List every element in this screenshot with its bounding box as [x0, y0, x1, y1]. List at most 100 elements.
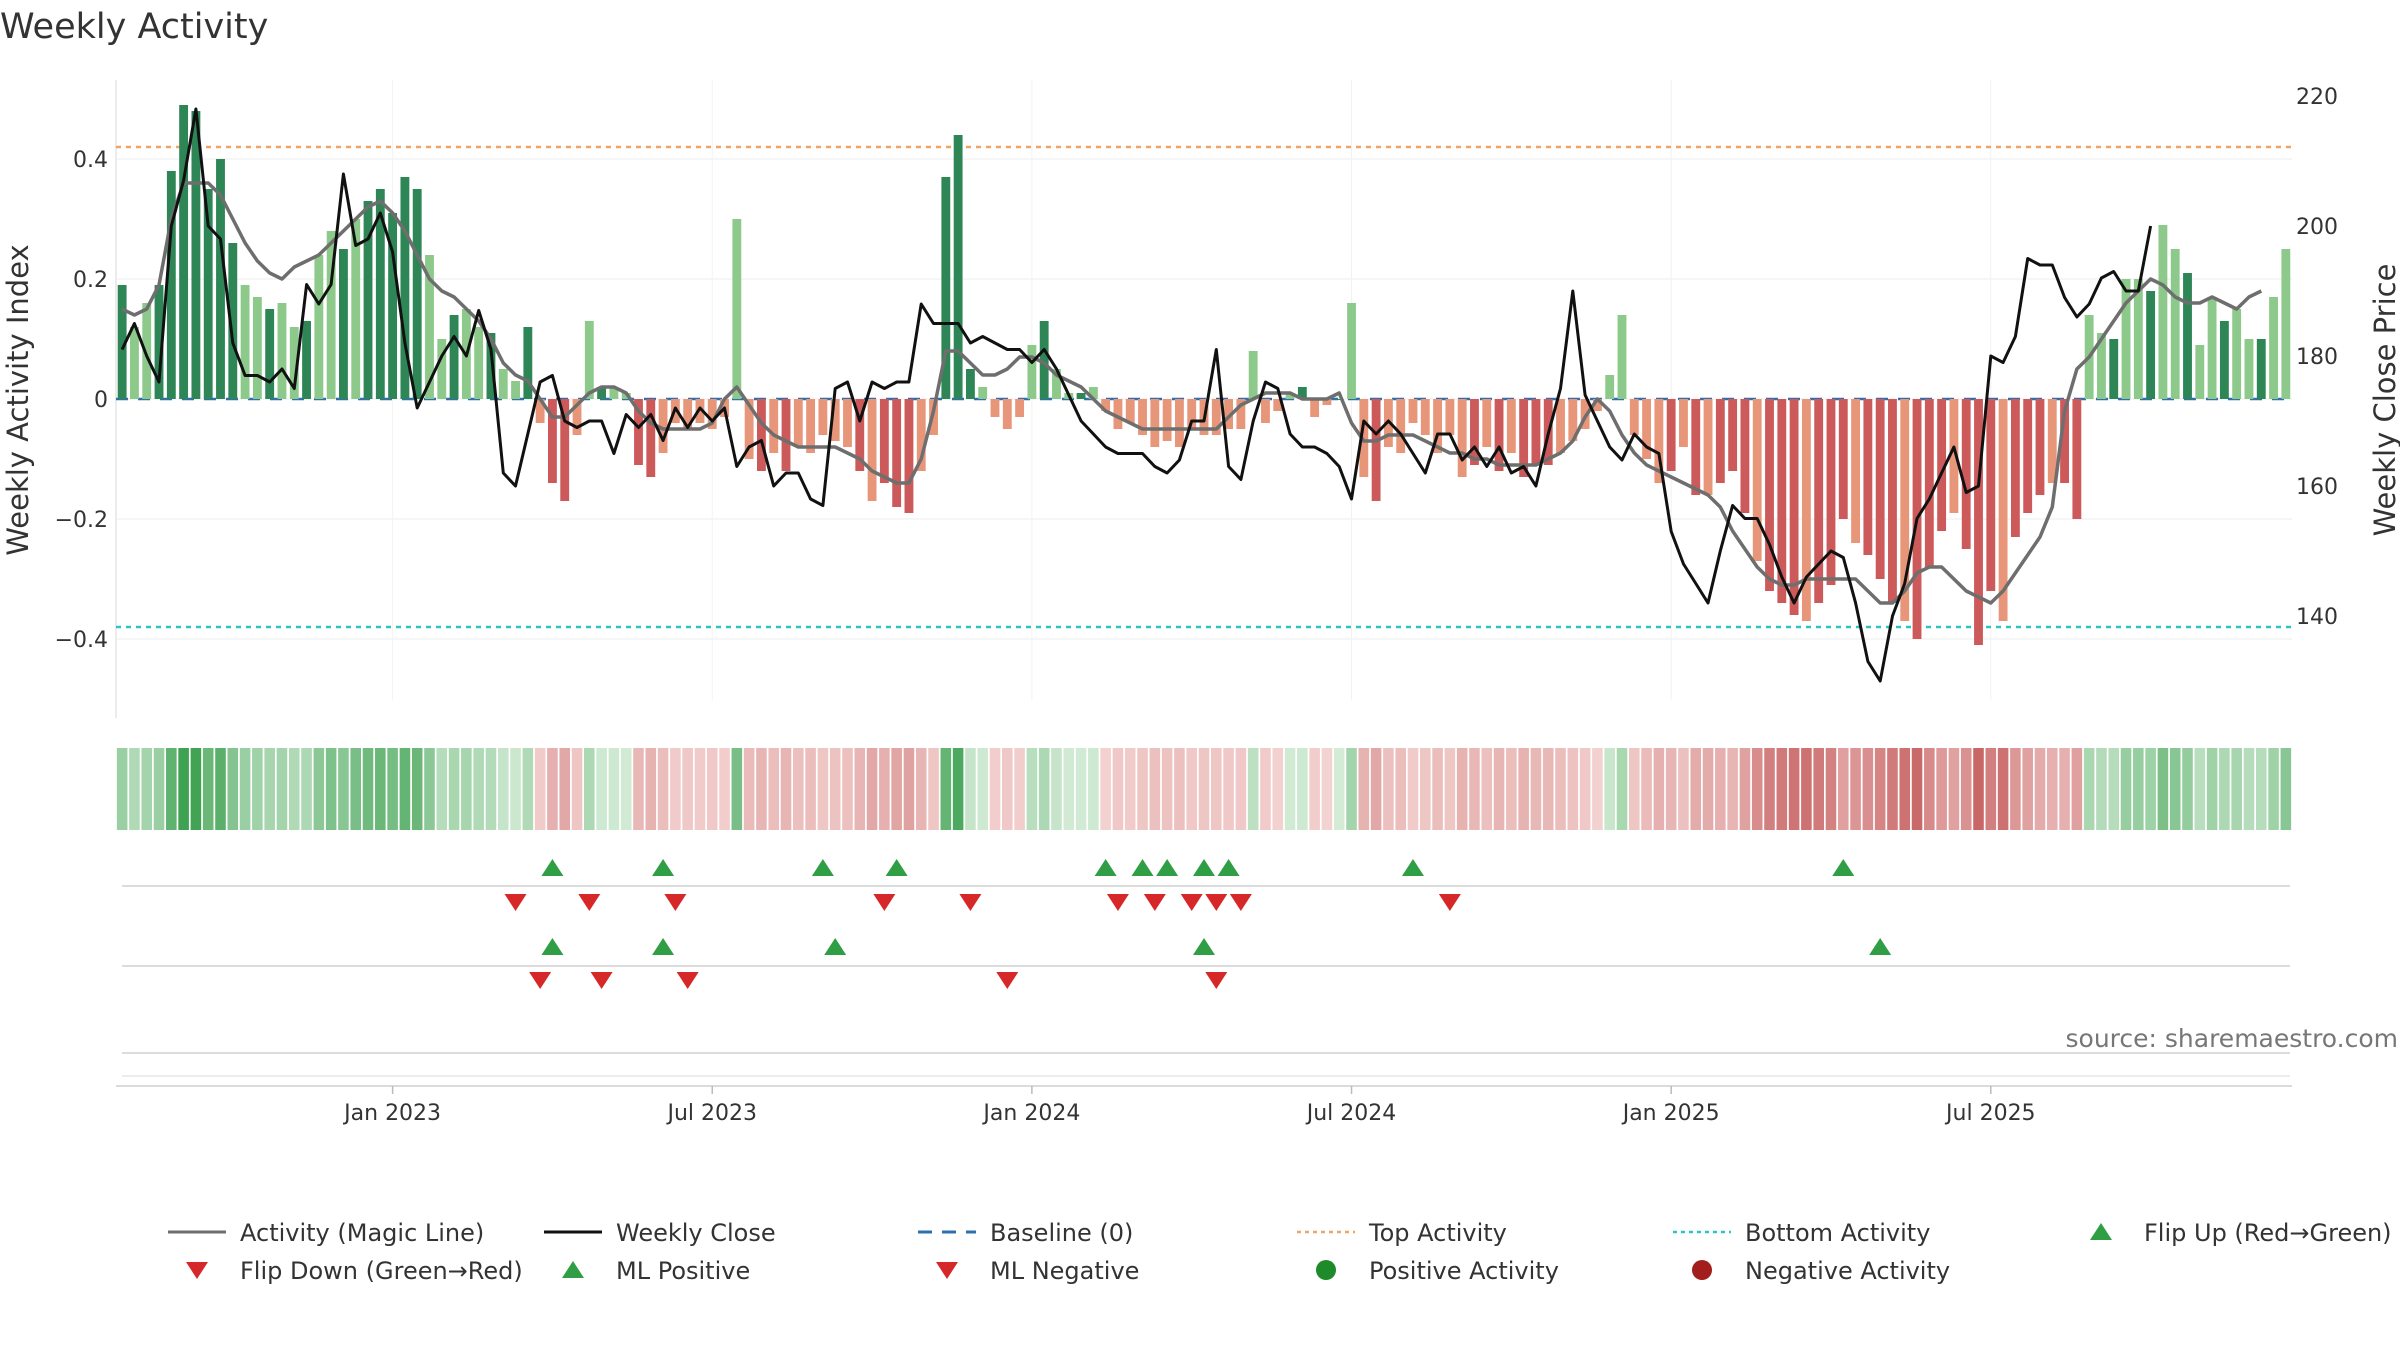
ml-negative-marker	[996, 972, 1019, 989]
legend-label: Flip Down (Green→Red)	[240, 1257, 523, 1285]
activity-bar	[769, 399, 779, 453]
heat-cell	[1862, 748, 1874, 830]
activity-bar	[1261, 399, 1270, 423]
heat-cell	[1333, 748, 1345, 830]
heat-cell	[571, 748, 583, 830]
activity-bar	[154, 285, 164, 399]
heat-cell	[1579, 748, 1591, 830]
activity-bar	[228, 243, 238, 399]
heat-cell	[965, 748, 976, 830]
heat-cell	[436, 748, 448, 830]
activity-bar	[707, 399, 717, 429]
activity-bar	[339, 249, 348, 399]
activity-bar	[2244, 339, 2254, 399]
activity-bar	[1187, 399, 1197, 429]
heat-cell	[190, 748, 202, 830]
activity-bar	[2232, 309, 2242, 399]
activity-bar	[2170, 249, 2180, 399]
activity-bar	[1666, 399, 1676, 471]
heat-cell	[2046, 748, 2058, 830]
heat-cell	[215, 748, 226, 830]
x-tick-label: Jan 2025	[1621, 1101, 1720, 1126]
heat-cell	[1481, 748, 1493, 830]
heat-cell	[1002, 748, 1013, 830]
heat-cell	[1124, 748, 1136, 830]
activity-bar	[879, 399, 889, 483]
heat-cell	[264, 748, 275, 830]
heat-cell	[1751, 748, 1763, 830]
ml-negative-marker	[676, 972, 699, 989]
activity-bar	[1777, 399, 1787, 603]
ml-positive-marker	[541, 938, 564, 955]
heat-cell	[497, 748, 509, 830]
flip-up-marker	[652, 859, 675, 876]
heat-cell	[301, 748, 312, 830]
heat-cell	[2022, 748, 2033, 830]
flip-up-marker	[1217, 859, 1240, 876]
activity-bar	[1162, 399, 1172, 441]
activity-bar	[867, 399, 877, 501]
legend-swatch-negative-dot	[1692, 1260, 1712, 1280]
heat-cell	[1174, 748, 1185, 830]
activity-bar	[1814, 399, 1824, 603]
heat-cell	[1678, 748, 1689, 830]
heat-cell	[1407, 748, 1419, 830]
activity-bar	[1113, 399, 1123, 429]
heat-cell	[915, 748, 927, 830]
activity-bar	[1875, 399, 1885, 579]
activity-bar	[1347, 303, 1356, 399]
activity-bar	[2146, 291, 2156, 399]
activity-bar	[142, 303, 152, 399]
heat-cell	[1383, 748, 1394, 830]
heat-cell	[141, 748, 153, 830]
flip-down-marker	[1205, 894, 1228, 911]
heat-cell	[202, 748, 214, 830]
activity-bar	[830, 399, 840, 441]
heat-cell	[485, 748, 497, 830]
activity-bar	[1088, 387, 1098, 399]
activity-bar	[1482, 399, 1492, 447]
heat-cell	[1432, 748, 1443, 830]
activity-bar	[1961, 399, 1971, 549]
activity-bar	[1248, 351, 1258, 399]
heat-cell	[1899, 748, 1911, 830]
heat-cell	[1641, 748, 1652, 830]
heat-cell	[805, 748, 816, 830]
legend-label: Bottom Activity	[1745, 1219, 1930, 1247]
heat-cell	[1284, 748, 1296, 830]
heat-cell	[559, 748, 571, 830]
activity-bar	[1654, 399, 1664, 483]
legend-swatch-up-triangle	[2090, 1223, 2112, 1240]
activity-bar	[2023, 399, 2033, 513]
heat-cell	[2010, 748, 2021, 830]
heat-cell	[1321, 748, 1333, 830]
x-tick-label: Jul 2025	[1944, 1101, 2036, 1126]
heat-cell	[1420, 748, 1431, 830]
heat-cell	[1346, 748, 1357, 830]
activity-bar	[744, 399, 754, 459]
flip-up-marker	[811, 859, 834, 876]
flip-down-marker	[664, 894, 687, 911]
heat-cell	[1247, 748, 1259, 830]
flip-down-marker	[873, 894, 896, 911]
activity-bar	[1101, 399, 1111, 411]
activity-bar	[2183, 273, 2192, 399]
activity-bar	[252, 297, 262, 399]
x-axis: Jan 2023 Jul 2023 Jan 2024 Jul 2024 Jan 2025…	[342, 1086, 2036, 1126]
heat-cell	[1764, 748, 1775, 830]
legend-label: Top Activity	[1368, 1219, 1507, 1247]
activity-bar	[1420, 399, 1430, 435]
heat-cell	[584, 748, 595, 830]
activity-bar	[548, 399, 557, 483]
flip-up-marker	[1094, 859, 1117, 876]
heat-cell	[694, 748, 706, 830]
activity-bar	[1494, 399, 1504, 471]
heat-cell	[166, 748, 177, 830]
heat-cell	[928, 748, 939, 830]
heat-cell	[854, 748, 866, 830]
heat-cell	[1493, 748, 1505, 830]
heat-cell	[387, 748, 398, 830]
activity-bar	[289, 327, 299, 399]
activity-bar	[806, 399, 816, 453]
heat-cell	[1038, 748, 1050, 830]
